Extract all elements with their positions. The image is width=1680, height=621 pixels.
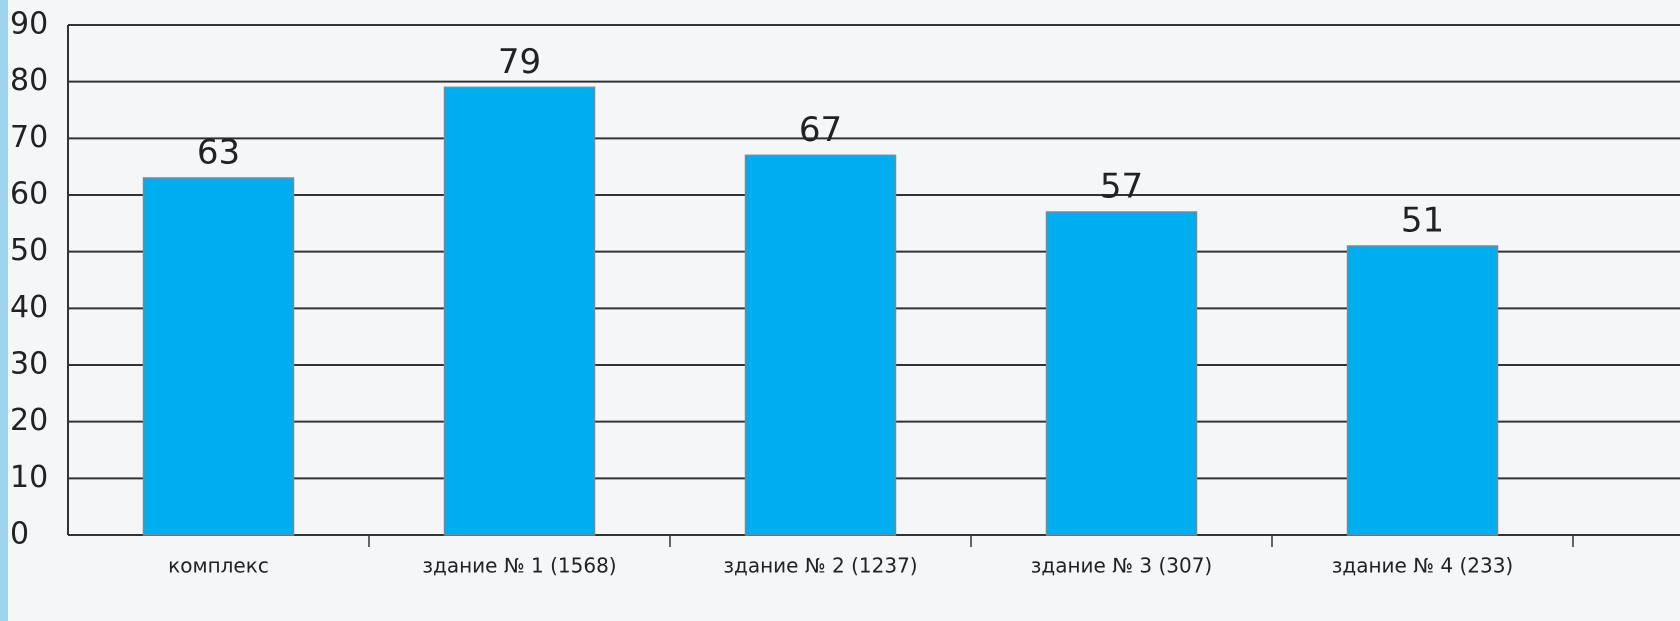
value-label: 57 — [1100, 167, 1143, 207]
y-tick-label: 60 — [10, 177, 48, 212]
y-tick-label: 10 — [10, 460, 48, 495]
x-tick-label: здание № 1 (1568) — [422, 554, 616, 578]
left-strip — [0, 0, 8, 621]
y-tick-label: 30 — [10, 347, 48, 382]
y-tick-label: 70 — [10, 120, 48, 155]
x-tick-label: здание № 2 (1237) — [723, 554, 917, 578]
bar — [142, 177, 295, 536]
value-label: 79 — [498, 42, 541, 82]
bar — [443, 86, 596, 536]
y-tick-label: 80 — [10, 63, 48, 98]
y-tick-label: 50 — [10, 233, 48, 268]
bar — [1045, 211, 1198, 536]
value-label: 63 — [197, 133, 240, 173]
y-tick-label: 20 — [10, 403, 48, 438]
x-tick-label: комплекс — [168, 554, 269, 578]
x-tick-label: здание № 3 (307) — [1031, 554, 1212, 578]
value-label: 67 — [799, 110, 842, 150]
y-tick-label: 0 — [10, 517, 29, 552]
x-tick-label: здание № 4 (233) — [1332, 554, 1513, 578]
y-tick-label: 40 — [10, 290, 48, 325]
bar — [1346, 245, 1499, 536]
bar — [744, 154, 897, 536]
y-tick-label: 90 — [10, 7, 48, 42]
value-label: 51 — [1401, 201, 1444, 241]
